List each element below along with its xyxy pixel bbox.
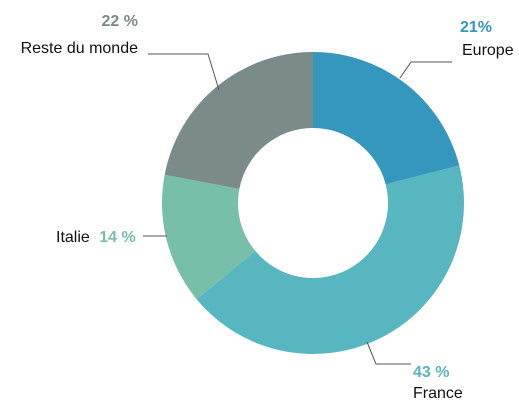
label-reste-name: Reste du monde	[21, 40, 139, 57]
label-reste-value: 22 %	[102, 13, 138, 30]
label-italie-value: 14 %	[99, 229, 135, 246]
label-france-value: 43 %	[413, 364, 449, 381]
leader-lines	[143, 53, 452, 365]
leader-europe	[399, 61, 452, 79]
leader-france	[366, 341, 411, 365]
slice-europe	[313, 52, 460, 185]
leader-reste	[148, 53, 220, 91]
slice-reste-du-monde	[164, 52, 313, 189]
label-italie-name: Italie	[56, 229, 90, 246]
label-europe-name: Europe	[462, 42, 514, 59]
slice-france	[196, 165, 464, 354]
slice-italie	[162, 174, 256, 300]
label-europe-value: 21%	[460, 19, 492, 36]
label-italie: Italie 14 %	[56, 229, 136, 246]
label-france-name: France	[413, 385, 463, 402]
slices-group	[162, 52, 464, 354]
